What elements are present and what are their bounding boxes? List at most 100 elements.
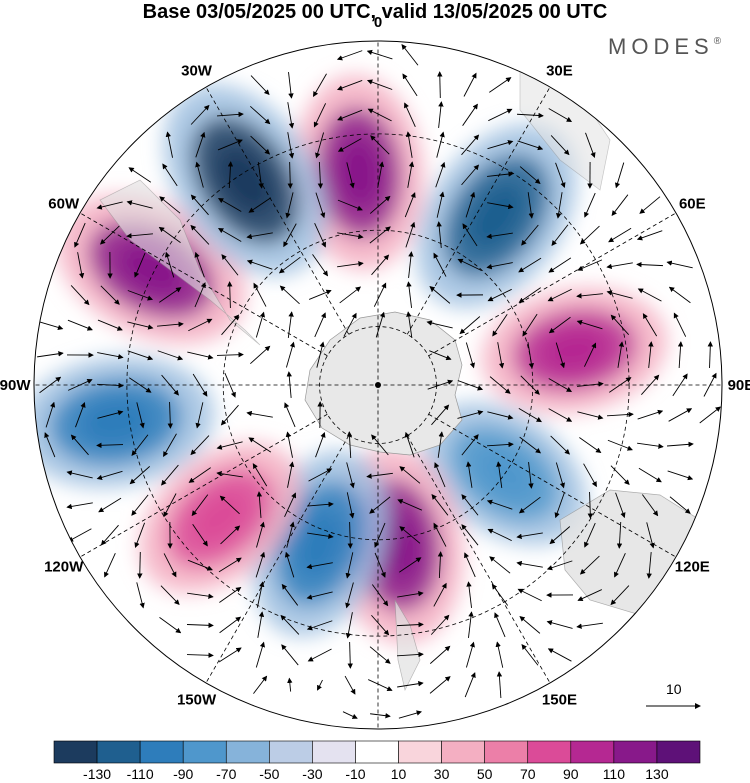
wind-vector [637, 442, 664, 449]
wind-vector [646, 522, 655, 549]
wind-vector [279, 285, 300, 305]
colorbar-swatch [269, 740, 313, 764]
wind-vector [459, 316, 481, 335]
wind-vector [461, 434, 479, 456]
wind-vector [190, 224, 210, 245]
meridian-label: 150W [177, 691, 217, 708]
map-disk [34, 41, 722, 729]
wind-vector [249, 106, 271, 125]
wind-vector [345, 582, 354, 609]
colorbar-swatch [527, 740, 572, 764]
wind-vector [497, 342, 505, 369]
wind-vector [96, 201, 123, 210]
wind-vector [337, 261, 364, 268]
wind-vector [157, 321, 184, 327]
wind-vector [646, 552, 652, 579]
wind-vector [37, 351, 64, 358]
wind-vector [317, 679, 323, 691]
wind-vector [461, 524, 479, 546]
wind-vector [486, 232, 513, 239]
wind-vector [134, 522, 146, 549]
wind-vector [668, 408, 693, 422]
wind-vector [369, 195, 391, 214]
wind-vector [397, 681, 424, 688]
wind-vector [587, 491, 593, 519]
wind-vector [346, 431, 353, 459]
wind-vector [404, 192, 416, 218]
wind-vector [402, 73, 418, 97]
wind-vector [256, 491, 263, 518]
wind-vector [278, 256, 301, 274]
wind-vector [610, 585, 630, 606]
vector-reference: 10 [646, 681, 701, 709]
wind-vector [436, 131, 445, 158]
wind-vector [344, 675, 356, 695]
wind-vector [194, 251, 205, 278]
wind-vector [466, 461, 473, 488]
wind-vector [488, 108, 513, 122]
wind-vector [131, 434, 149, 456]
wind-vector [548, 316, 571, 334]
colorbar: -130 -110 -90 -70 -50 -30 -10 10 30 50 70 90 110 130 [53, 740, 701, 782]
wind-vector [405, 221, 416, 248]
wind-vector [399, 466, 421, 484]
wind-vector [487, 202, 514, 210]
meridian-line [406, 86, 551, 335]
wind-vector [283, 223, 297, 248]
wind-vector [316, 341, 325, 368]
wind-vector [216, 352, 244, 358]
colorbar-tick-label: 10 [391, 766, 407, 782]
wind-vector [429, 676, 451, 694]
meridian-label: 150E [542, 691, 577, 708]
wind-vector [188, 318, 213, 332]
wind-vector [339, 286, 362, 304]
wind-vector [614, 162, 625, 189]
wind-vector [188, 467, 211, 483]
wind-vector [464, 672, 476, 698]
wind-vector [66, 502, 93, 510]
wind-vector [699, 406, 721, 424]
wind-vector [435, 161, 446, 188]
wind-vector [192, 524, 208, 547]
colorbar-swatch [139, 740, 184, 764]
wind-vector [519, 436, 542, 454]
wind-vector [521, 644, 539, 666]
wind-vector [703, 372, 717, 397]
wind-vector [437, 71, 443, 99]
wind-vector [555, 192, 563, 219]
wind-vector [306, 620, 333, 631]
wind-vector [127, 350, 154, 361]
wind-vector [187, 351, 214, 360]
wind-vector [577, 589, 603, 601]
wind-vector [583, 463, 597, 488]
wind-vector [398, 557, 422, 573]
wind-vector [163, 553, 177, 578]
wind-vector [96, 442, 124, 449]
meridian-line [205, 435, 350, 684]
wind-vector [466, 581, 472, 608]
modes-brand-text: MODES [608, 34, 714, 59]
wind-vector [518, 407, 542, 423]
wind-vector [579, 225, 600, 245]
wind-vector [518, 257, 542, 273]
wind-vector [157, 350, 184, 361]
wind-vector [584, 522, 596, 548]
wind-vector [494, 612, 506, 638]
wind-vector [579, 437, 602, 454]
map-boundary [33, 40, 723, 730]
wind-vector [368, 679, 393, 692]
wind-vector [218, 557, 242, 573]
wind-vector [37, 320, 64, 331]
wind-vector [367, 108, 392, 122]
wind-vector [77, 252, 85, 279]
wind-vector [337, 199, 363, 211]
wind-vector [39, 376, 62, 394]
wind-vector [642, 313, 658, 337]
wind-vector [70, 434, 89, 456]
wind-vector [577, 259, 603, 271]
wind-vector [584, 192, 596, 218]
wind-vector [99, 225, 120, 245]
wind-vector [487, 140, 514, 150]
wind-vector [677, 341, 684, 369]
